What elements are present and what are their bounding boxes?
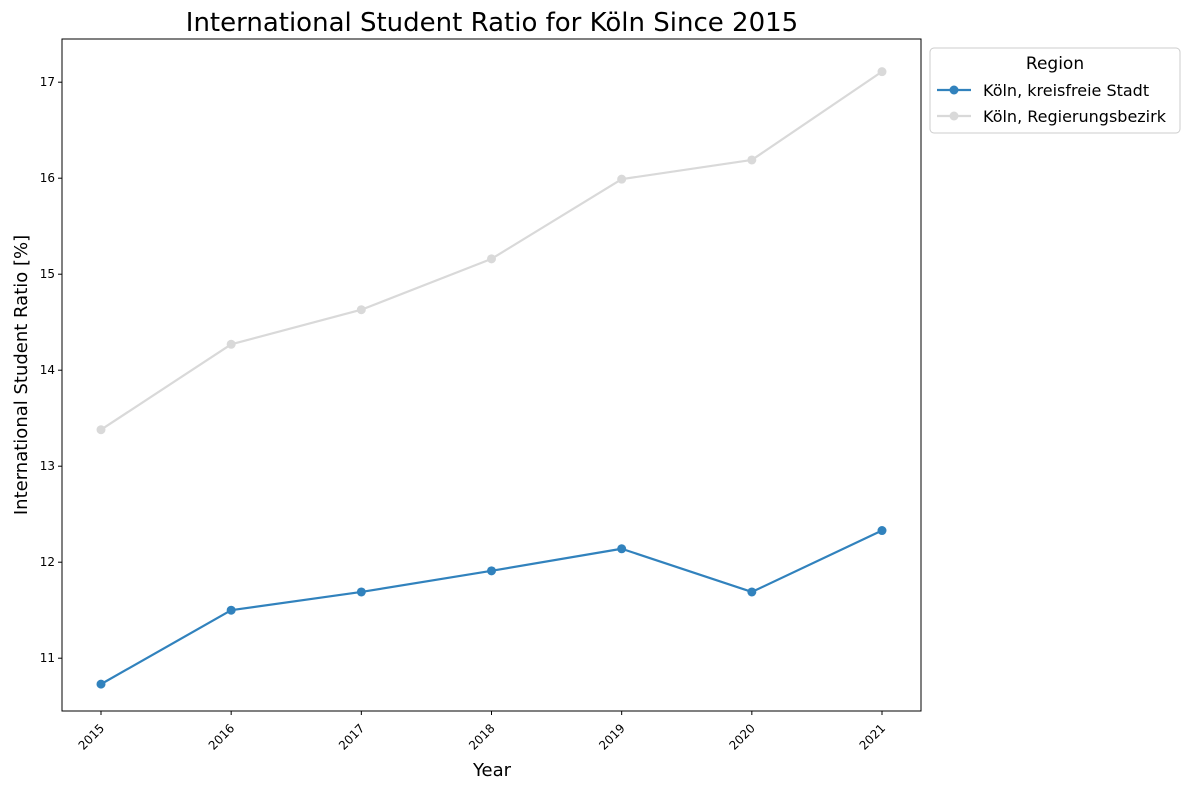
y-tick-label: 14 — [40, 363, 55, 377]
x-tick-label: 2017 — [336, 721, 367, 752]
data-point — [617, 174, 627, 184]
data-point — [226, 339, 236, 349]
legend-box — [929, 47, 1181, 134]
data-point — [96, 679, 106, 689]
data-point — [747, 587, 757, 597]
y-tick-label: 13 — [40, 459, 55, 473]
data-point — [356, 305, 366, 315]
x-axis-label: Year — [472, 760, 512, 781]
data-point — [487, 254, 496, 264]
x-tick-label: 2016 — [206, 721, 237, 752]
data-point — [96, 425, 106, 435]
plot-area-frame — [61, 38, 922, 712]
y-tick-label: 12 — [40, 555, 55, 569]
y-axis-label: International Student Ratio [%] — [11, 235, 32, 515]
series-layer — [96, 67, 887, 689]
data-point — [356, 587, 366, 597]
data-point — [226, 605, 236, 615]
data-point — [877, 526, 887, 536]
data-point — [747, 155, 757, 165]
legend-swatch-marker — [949, 85, 959, 95]
x-tick-label: 2015 — [76, 721, 107, 752]
x-tick-label: 2021 — [857, 721, 888, 752]
legend-label: Köln, kreisfreie Stadt — [983, 81, 1149, 100]
legend-label: Köln, Regierungsbezirk — [983, 107, 1167, 126]
data-point — [877, 67, 887, 77]
x-tick-label: 2020 — [726, 721, 757, 752]
chart-title: International Student Ratio for Köln Sin… — [186, 8, 798, 38]
x-axis: 2015 2016 2017 2018 2019 2020 2021 — [76, 711, 888, 753]
y-tick-label: 11 — [40, 651, 55, 665]
legend-title: Region — [1026, 54, 1084, 74]
series-line-0 — [100, 529, 883, 686]
y-axis: 11 12 13 14 15 16 17 — [40, 75, 62, 665]
y-tick-label: 15 — [40, 267, 55, 281]
series-line-1 — [100, 70, 883, 431]
x-tick-label: 2019 — [596, 721, 627, 752]
data-point — [487, 566, 496, 576]
legend-swatch-marker — [949, 111, 959, 121]
data-point — [617, 544, 627, 554]
y-tick-label: 16 — [40, 171, 55, 185]
legend: Region Köln, kreisfreie Stadt Köln, Regie… — [929, 47, 1181, 134]
x-tick-label: 2018 — [466, 721, 497, 752]
y-tick-label: 17 — [40, 75, 55, 89]
